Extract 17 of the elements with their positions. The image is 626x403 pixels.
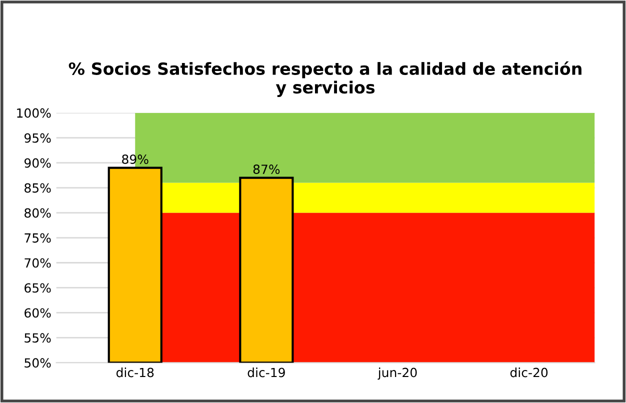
x-tick-label: dic-19 [248,368,285,378]
y-tick-label: 65% [24,283,51,293]
y-tick-label: 95% [24,133,51,143]
chart-title: % Socios Satisfechos respecto a la calidad de atención y servicios [68,61,582,97]
y-tick-label: 90% [24,158,51,168]
y-tick-label: 100% [17,108,51,118]
data-label: 87% [253,164,280,174]
y-tick-label: 70% [24,258,51,268]
y-tick-label: 60% [24,308,51,318]
y-tick-label: 55% [24,333,51,343]
y-tick-label: 75% [24,233,51,243]
y-tick-label: 85% [24,183,51,193]
x-tick-label: dic-18 [116,368,154,378]
y-tick-label: 50% [24,358,51,368]
x-tick-label: dic-20 [510,368,548,378]
y-tick-label: 80% [24,208,51,218]
x-tick-label: jun-20 [378,368,417,380]
